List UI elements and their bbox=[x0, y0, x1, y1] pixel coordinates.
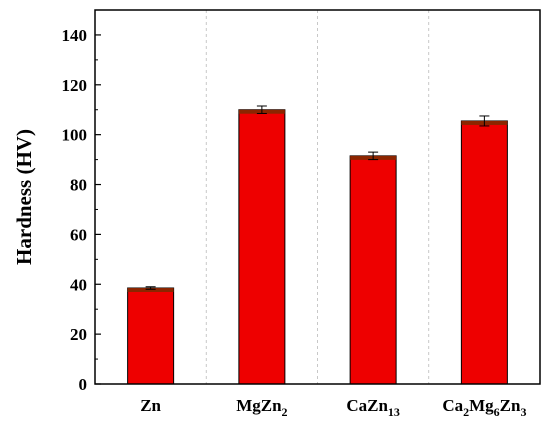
plot-frame bbox=[94, 9, 541, 385]
bar-CaZn13 bbox=[349, 155, 397, 385]
bar-top-Zn bbox=[127, 288, 174, 293]
x-tick-label-CaZn13: CaZn13​ bbox=[346, 396, 400, 419]
x-axis-labels: Zn MgZn2​ CaZn13​ Ca2​Mg6​Zn3​ bbox=[140, 396, 526, 419]
y-tick-label: 20 bbox=[70, 325, 87, 344]
error-bars bbox=[145, 105, 490, 290]
y-tick-label: 140 bbox=[62, 26, 88, 45]
bar-MgZn2 bbox=[238, 109, 286, 385]
x-tick-label-Ca2Mg6Zn3: Ca2​Mg6​Zn3​ bbox=[442, 396, 526, 419]
grid-lines bbox=[205, 10, 430, 384]
y-tick-label: 80 bbox=[70, 176, 87, 195]
bar-Ca2Mg6Zn3 bbox=[460, 120, 508, 385]
y-axis-ticks: 0 20 40 60 80 100 120 140 bbox=[62, 9, 101, 394]
y-tick-label: 40 bbox=[70, 275, 87, 294]
y-axis-title: Hardness (HV) bbox=[12, 129, 36, 265]
x-tick-label-MgZn2: MgZn2​ bbox=[236, 396, 287, 419]
y-tick-label: 60 bbox=[70, 225, 87, 244]
y-tick-label: 100 bbox=[62, 126, 88, 145]
y-tick-label: 120 bbox=[62, 76, 88, 95]
x-tick-label-Zn: Zn bbox=[140, 396, 161, 415]
y-tick-label: 0 bbox=[79, 375, 88, 394]
bar-Zn bbox=[127, 287, 175, 385]
